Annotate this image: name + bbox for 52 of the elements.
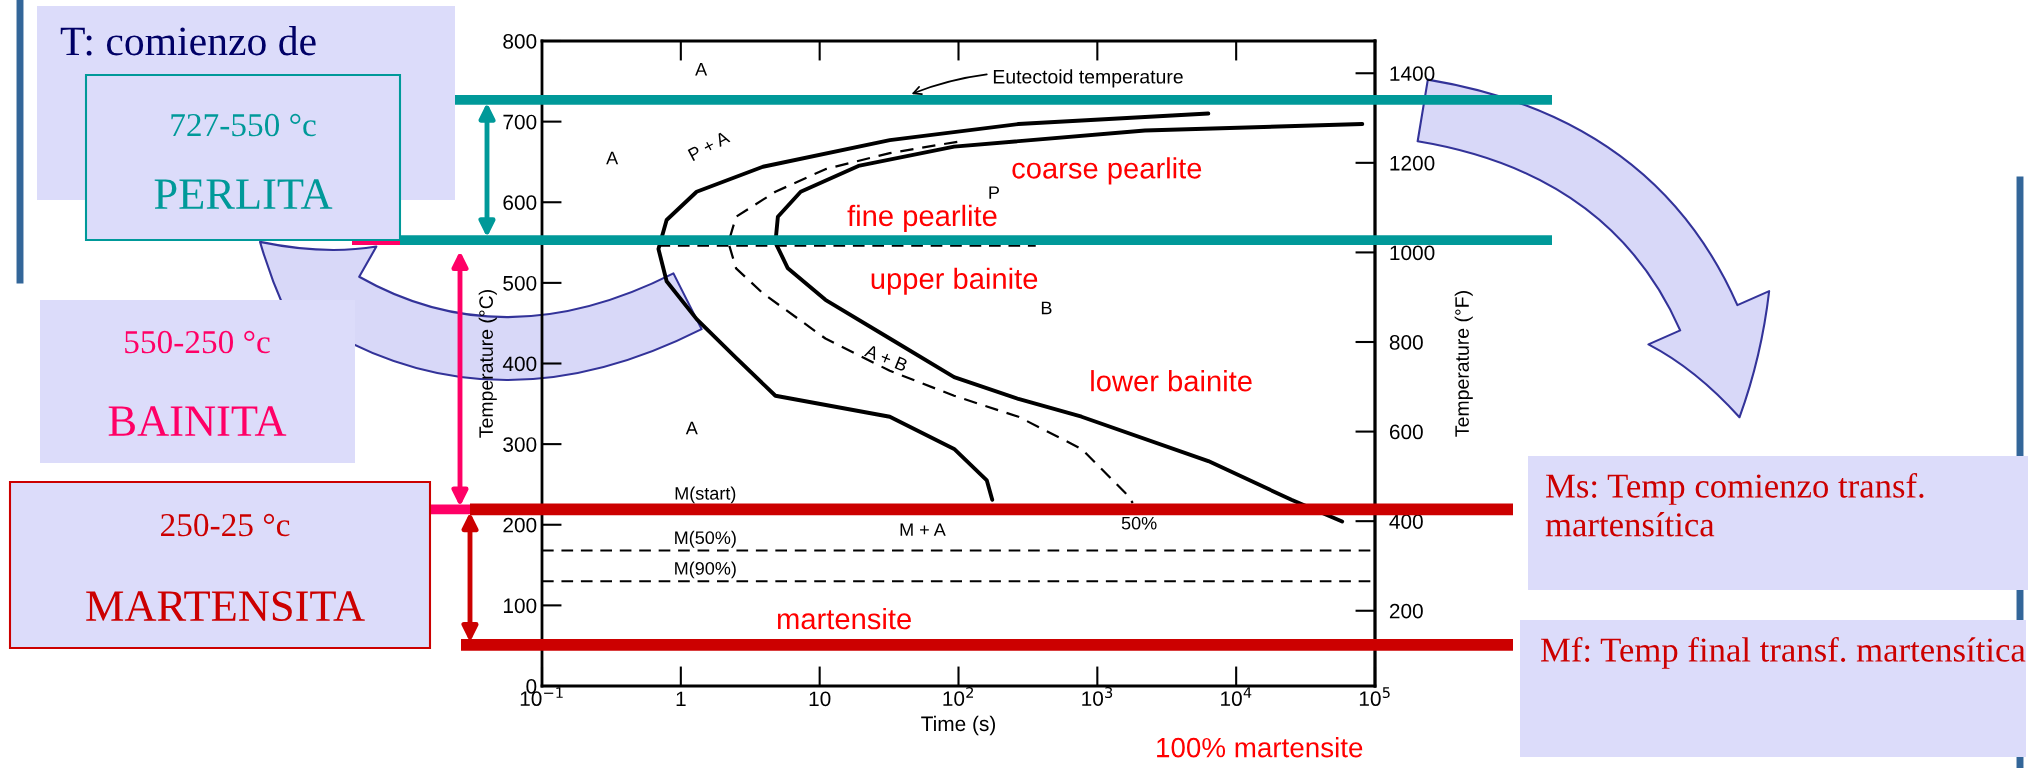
x-tick-label: 10$^{5}$ (1359, 687, 1390, 707)
y2-tick-label: 1400 (1390, 66, 1435, 81)
y-tick-label: 500 (503, 275, 537, 291)
text: BAINITA (108, 406, 287, 436)
annotation: fine pearlite (847, 204, 997, 232)
y-tick-label: 700 (503, 114, 537, 130)
annotation: M + A (900, 523, 946, 536)
annotation: Eutectoid temperature (993, 69, 1183, 88)
annotation: upper bainite (871, 267, 1038, 295)
annotation: A (695, 63, 708, 76)
annotation: A (685, 421, 698, 435)
y-tick-label: 100 (503, 598, 537, 614)
annotation: coarse pearlite (1012, 157, 1202, 185)
annotation: 50% (1121, 516, 1157, 530)
y-tick-label: 400 (502, 356, 537, 372)
y2-axis-title: Temperature (°F) (1454, 291, 1473, 437)
x-tick-label: 10$^{3}$ (1082, 687, 1113, 706)
x-tick-label: 10$^{2}$ (943, 687, 974, 706)
x-axis-title: Time (s) (921, 715, 996, 736)
annotation: M(50%) (675, 530, 736, 548)
annotation: lower bainite (1091, 370, 1252, 392)
y2-tick-label: 200 (1389, 603, 1423, 619)
annotation: martensite (777, 607, 911, 630)
annotation: P (989, 186, 1000, 199)
x-tick-label: 10$^{4}$ (1221, 687, 1252, 707)
text: T: comienzo de (60, 26, 316, 56)
text: MARTENSITA (86, 591, 365, 622)
text: 250-25 °c (161, 513, 290, 537)
text: 100% martensite (1157, 737, 1363, 758)
y-tick-label: 600 (503, 195, 537, 210)
y2-tick-label: 600 (1389, 424, 1423, 440)
x-tick-label: 10 (809, 691, 831, 707)
text: 727-550 °c (171, 113, 316, 137)
text: PERLITA (154, 179, 333, 209)
annotation: M(start) (675, 486, 736, 504)
annotation: P + A (687, 130, 731, 162)
x-tick-label: 1 (676, 691, 686, 706)
y-axis-title: Temperature (°C) (478, 290, 497, 438)
y2-tick-label: 1200 (1390, 155, 1435, 171)
y-tick-label: 800 (503, 34, 537, 49)
y2-tick-label: 1000 (1390, 245, 1435, 261)
y2-tick-label: 400 (1389, 514, 1423, 529)
text: Mf: Temp final transf. martensítica (1541, 637, 2026, 669)
annotation: M(90%) (675, 561, 736, 579)
y2-tick-label: 800 (1389, 335, 1423, 350)
text: Ms: Temp comienzo transf. martensítica (1545, 473, 1924, 537)
y-tick-label: 300 (503, 437, 537, 452)
text: 550-250 °c (125, 330, 270, 354)
y-tick-label: 200 (503, 517, 537, 533)
annotation: A + B (863, 344, 909, 372)
annotation: B (1041, 301, 1052, 315)
annotation: A (606, 151, 619, 165)
